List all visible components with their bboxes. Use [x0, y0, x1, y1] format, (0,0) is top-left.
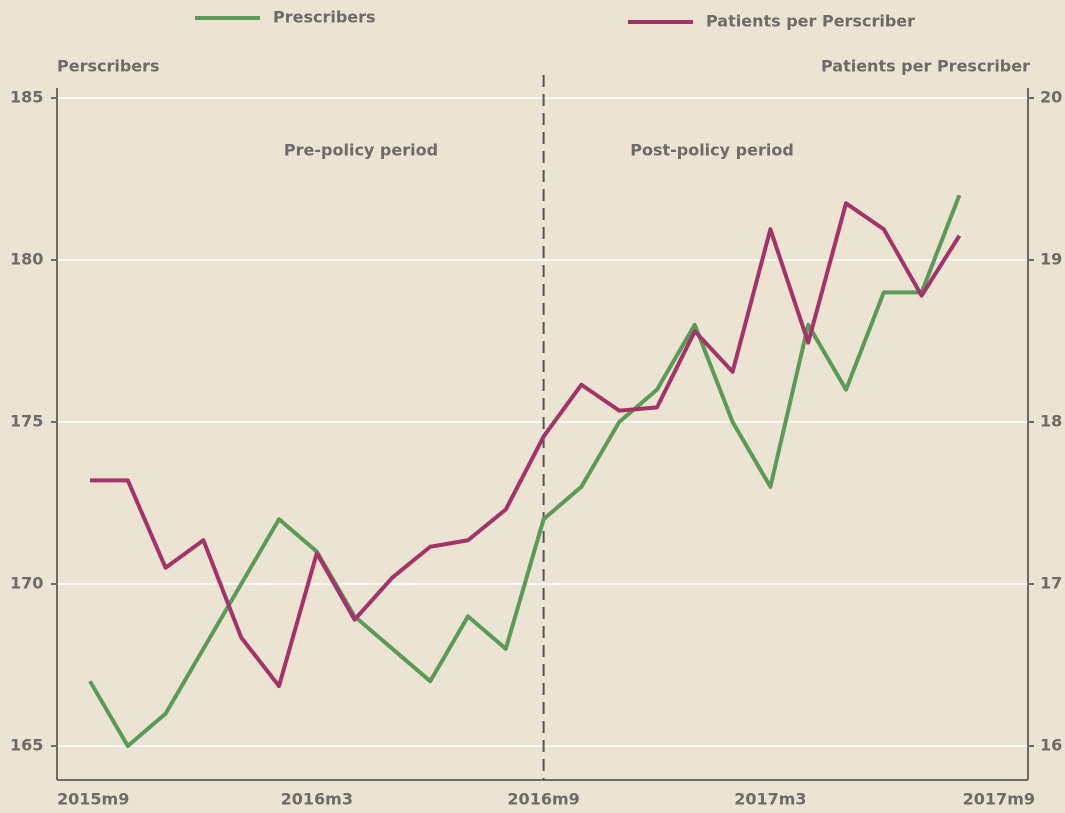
annotation: Post-policy period: [630, 141, 794, 160]
y2-tick-label: 18: [1040, 412, 1062, 431]
x-tick-label: 2017m3: [734, 790, 806, 809]
y2-axis-title: Patients per Prescriber: [821, 57, 1030, 76]
legend-label: Prescribers: [273, 8, 376, 27]
x-tick-label: 2016m9: [507, 790, 579, 809]
y-tick-label: 185: [10, 88, 43, 107]
y-tick-label: 170: [10, 574, 43, 593]
y2-tick-label: 17: [1040, 574, 1062, 593]
x-tick-label: 2017m9: [963, 790, 1035, 809]
legend-label: Patients per Perscriber: [706, 12, 915, 31]
y-tick-label: 180: [10, 250, 43, 269]
y2-tick-label: 16: [1040, 736, 1062, 755]
y-tick-label: 165: [10, 736, 43, 755]
annotation: Pre-policy period: [284, 141, 438, 160]
series-line: [88, 194, 962, 748]
x-tick-label: 2016m3: [281, 790, 353, 809]
y-axis-title: Perscribers: [57, 57, 160, 76]
series-line: [90, 201, 962, 689]
x-tick-label: 2015m9: [57, 790, 129, 809]
y2-tick-label: 19: [1040, 250, 1062, 269]
y-tick-label: 175: [10, 412, 43, 431]
y2-tick-label: 20: [1040, 88, 1062, 107]
